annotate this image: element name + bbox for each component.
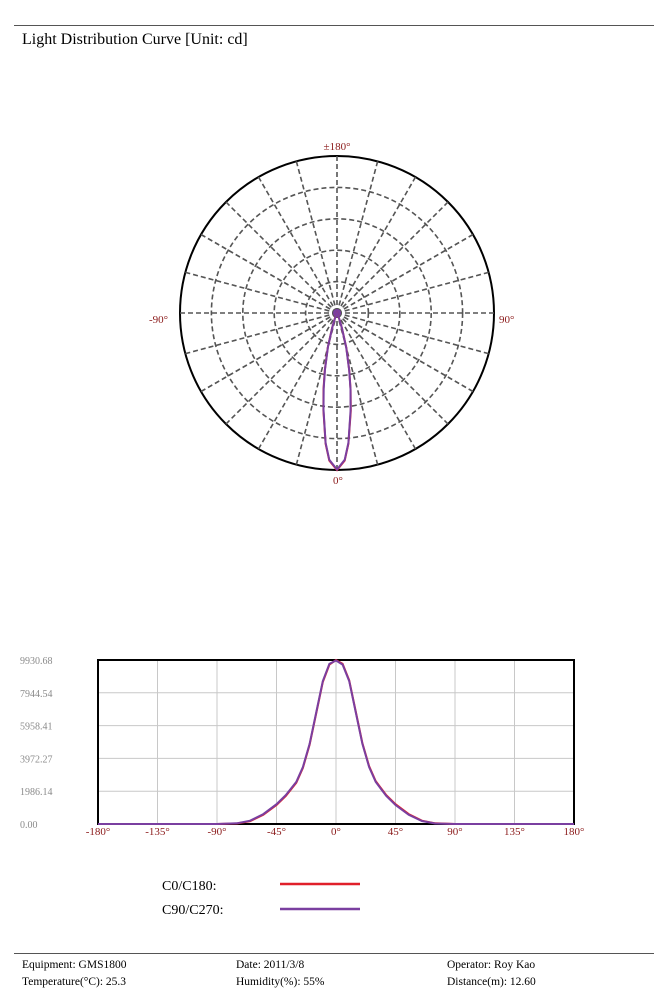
y-tick-labels: 0.00 1986.14 3972.27 5958.41 7944.54 9930.68 (20, 656, 53, 831)
top-rule (14, 25, 654, 26)
polar-spoke (185, 271, 338, 314)
y-tick-label: 3972.27 (20, 754, 53, 765)
polar-series (322, 310, 352, 472)
polar-spoke (185, 312, 338, 355)
footer-date: Date: 2011/3/8 (236, 959, 305, 971)
x-tick-label: 90° (447, 826, 462, 838)
x-tick-labels: -180° -135° -90° -45° 0° 45° 90° 135° 180° (86, 826, 585, 838)
y-tick-label: 1986.14 (20, 787, 53, 798)
polar-ring (304, 280, 370, 346)
x-tick-label: 135° (504, 826, 525, 838)
polar-label-top: ±180° (324, 141, 351, 153)
footer-humidity: Humidity(%): 55% (236, 976, 325, 988)
polar-spoke (295, 161, 338, 314)
y-tick-label: 7944.54 (20, 689, 53, 700)
polar-spoke (225, 312, 338, 425)
polar-spoke (336, 233, 474, 314)
x-tick-label: -45° (267, 826, 286, 838)
polar-spoke (200, 312, 338, 393)
y-tick-label: 9930.68 (20, 656, 53, 667)
cartesian-series (98, 658, 574, 825)
polar-spoke (200, 233, 338, 314)
polar-label-bottom: 0° (333, 475, 343, 487)
footer-distance: Distance(m): 12.60 (447, 976, 536, 988)
polar-spoke (336, 312, 417, 450)
polar-series-c90 (322, 310, 352, 472)
legend-label-c90: C90/C270: (162, 903, 223, 918)
x-tick-label: -180° (86, 826, 111, 838)
polar-spoke (257, 176, 338, 314)
x-tick-label: -135° (145, 826, 170, 838)
polar-spoke (336, 176, 417, 314)
polar-spoke (336, 312, 449, 425)
footer-equipment: Equipment: GMS1800 (22, 959, 127, 971)
polar-spoke (336, 312, 489, 355)
polar-spoke (336, 312, 474, 393)
polar-label-left: -90° (149, 314, 168, 326)
polar-chart: ±180° -90° 90° 0° (149, 141, 514, 487)
legend-label-c0: C0/C180: (162, 879, 216, 894)
x-tick-label: -90° (207, 826, 226, 838)
y-tick-label: 5958.41 (20, 722, 53, 733)
polar-spoke (336, 161, 379, 314)
polar-label-right: 90° (499, 314, 514, 326)
polar-ring (273, 249, 401, 377)
x-tick-label: 45° (388, 826, 403, 838)
footer-temperature: Temperature(°C): 25.3 (22, 976, 127, 988)
cartesian-grid (97, 659, 575, 825)
page-title: Light Distribution Curve [Unit: cd] (22, 31, 248, 48)
polar-ring (210, 186, 464, 440)
footer-operator: Operator: Roy Kao (447, 959, 536, 971)
polar-spoke (225, 201, 338, 314)
polar-spoke (336, 271, 489, 314)
x-tick-label: 180° (564, 826, 585, 838)
polar-ring (242, 218, 432, 408)
bottom-rule (14, 953, 654, 954)
legend: C0/C180: C90/C270: (162, 879, 360, 918)
x-tick-label: 0° (331, 826, 341, 838)
y-tick-label: 0.00 (20, 820, 38, 831)
polar-spoke (336, 201, 449, 314)
line-series-c90 (98, 659, 574, 825)
polar-spoke (257, 312, 338, 450)
